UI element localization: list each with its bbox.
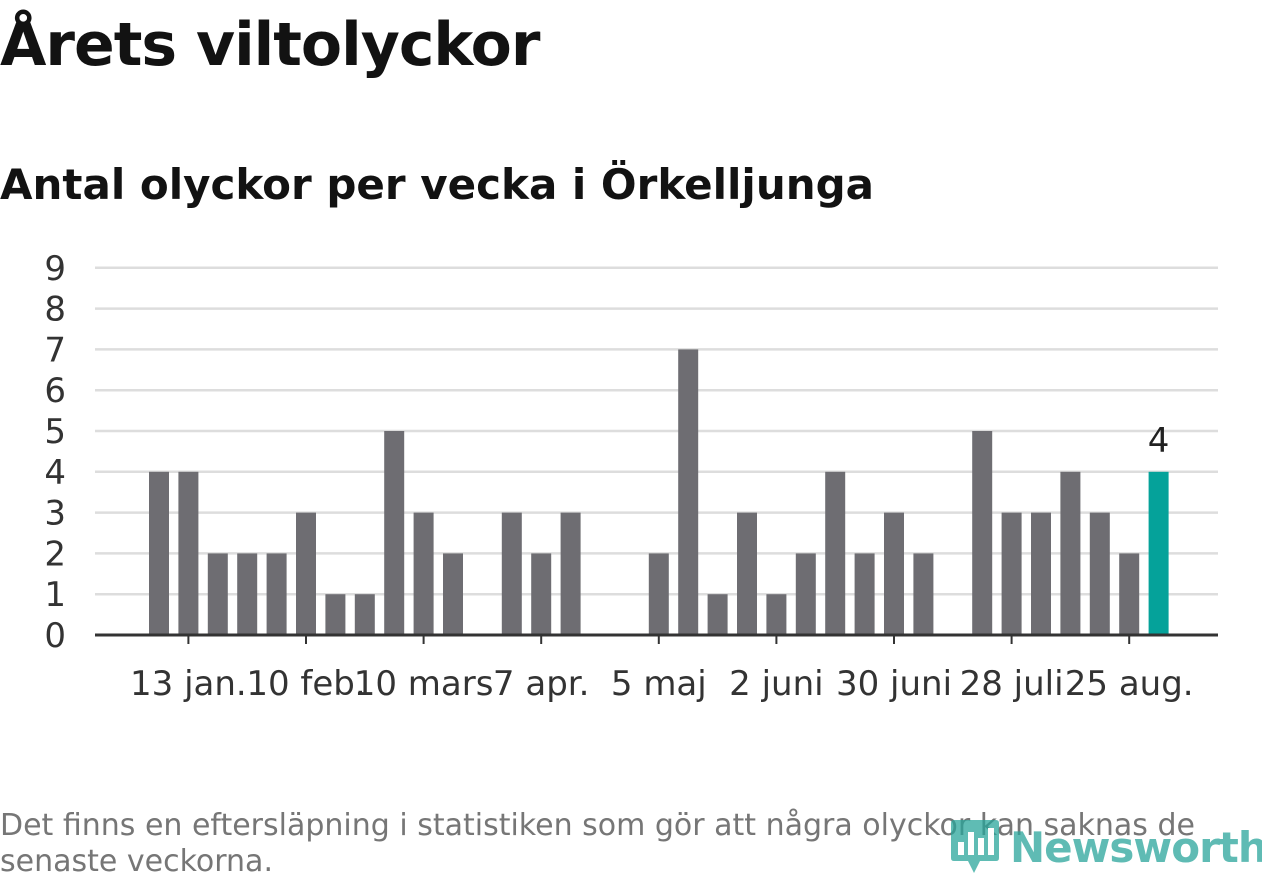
x-tick-label: 7 apr.	[493, 664, 590, 704]
bar	[560, 512, 581, 635]
bar	[325, 594, 346, 635]
bar	[149, 471, 169, 635]
y-tick-label: 0	[44, 616, 66, 656]
bar	[1001, 512, 1022, 635]
y-tick-label: 5	[44, 412, 66, 452]
bar	[1119, 553, 1140, 635]
bar	[825, 471, 846, 635]
y-tick-label: 4	[44, 453, 66, 493]
chart-title: Årets viltolyckor	[0, 10, 540, 80]
bar	[178, 471, 199, 635]
bar	[678, 349, 699, 635]
x-tick-label: 25 aug.	[1065, 664, 1194, 704]
newsworthy-logo: Newsworthy	[950, 818, 1262, 876]
x-tick-label: 5 maj	[611, 664, 707, 704]
highlight-data-label: 4	[1148, 421, 1170, 461]
bar	[648, 553, 669, 635]
bar	[913, 553, 934, 635]
x-tick-label: 28 juli	[960, 664, 1064, 704]
bar	[237, 553, 258, 635]
bar	[501, 512, 522, 635]
x-tick-label: 13 jan.	[130, 664, 247, 704]
bar	[1031, 512, 1051, 635]
y-tick-label: 6	[44, 371, 66, 411]
bar	[531, 553, 552, 635]
logo-text: Newsworthy	[1010, 822, 1262, 872]
x-tick-label: 2 juni	[729, 664, 823, 704]
bar	[207, 553, 228, 635]
bar	[795, 553, 816, 635]
y-tick-label: 2	[44, 534, 66, 574]
bar	[384, 431, 405, 635]
bar	[354, 594, 375, 635]
bar	[854, 553, 875, 635]
bar	[972, 431, 993, 635]
bar-chart-logo-icon	[951, 820, 999, 873]
bar	[443, 553, 463, 635]
y-tick-label: 8	[44, 290, 66, 330]
highlight-bar	[1148, 471, 1169, 635]
y-tick-label: 1	[44, 575, 66, 615]
bar	[296, 512, 316, 635]
y-tick-label: 9	[44, 249, 66, 289]
x-tick-label: 10 mars	[354, 664, 494, 704]
bar	[1060, 471, 1081, 635]
bar	[766, 594, 787, 635]
bar	[707, 594, 728, 635]
y-tick-label: 3	[44, 494, 66, 534]
bar	[884, 512, 904, 635]
chart-subtitle: Antal olyckor per vecka i Örkelljunga	[0, 160, 875, 209]
y-tick-label: 7	[44, 330, 66, 370]
bar	[266, 553, 287, 635]
bar	[1089, 512, 1110, 635]
bar	[413, 512, 434, 635]
x-tick-label: 30 juni	[836, 664, 952, 704]
bar	[737, 512, 757, 635]
x-tick-label: 10 feb.	[246, 664, 365, 704]
